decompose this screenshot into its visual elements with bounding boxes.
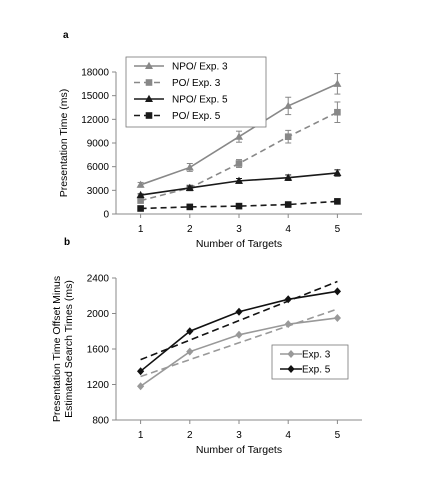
legend-swatch-marker <box>145 94 153 102</box>
legend: NPO/ Exp. 3 PO/ Exp. 3 NPO/ Exp. 5 PO/ Exp.… <box>125 56 267 128</box>
series-line <box>140 200 338 210</box>
data-point <box>136 180 145 188</box>
panel-label: b <box>64 237 70 248</box>
series-exp-5 <box>137 280 341 376</box>
data-point <box>235 160 243 167</box>
x-axis-title: Number of Targets <box>196 444 282 456</box>
y-tick-label: 2400 <box>87 274 110 285</box>
x-tick-label: 3 <box>236 224 242 235</box>
y-tick-label: 9000 <box>87 139 110 150</box>
data-point <box>284 101 293 109</box>
legend-label: Exp. 3 <box>302 350 331 361</box>
data-point <box>284 133 292 140</box>
legend-label: PO/ Exp. 5 <box>172 111 221 122</box>
data-point <box>186 327 194 336</box>
y-tick-label: 2000 <box>87 309 110 320</box>
data-point <box>186 347 194 356</box>
series-npo-exp-3 <box>136 73 342 188</box>
data-point <box>235 176 243 184</box>
y-tick-label: 1600 <box>87 345 110 356</box>
data-point <box>284 173 293 181</box>
data-point <box>235 132 243 140</box>
y-tick-label: 1200 <box>87 380 110 391</box>
data-point <box>284 201 292 208</box>
data-point <box>186 203 194 211</box>
x-tick-label: 3 <box>236 430 242 441</box>
y-tick-label: 3000 <box>87 186 110 197</box>
panel-a-chart: a 0 3000 6000 9000 12000 15000 18000 1 2 3 4 5 Number… <box>58 30 362 250</box>
y-tick-label: 6000 <box>87 162 110 173</box>
x-tick-label: 1 <box>138 430 144 441</box>
legend-label: NPO/ Exp. 3 <box>172 62 228 73</box>
legend-box <box>271 344 349 380</box>
panel-b-chart: b 800 1200 1600 2000 2400 1 2 3 4 5 Number of Targe… <box>51 237 362 456</box>
legend-swatch-marker <box>287 365 295 373</box>
legend-swatch-marker <box>145 112 153 119</box>
series-po-exp-5 <box>137 198 341 212</box>
x-tick-label: 2 <box>187 430 193 441</box>
data-point <box>137 382 145 391</box>
legend-swatch-marker <box>287 350 295 358</box>
trend-line <box>140 280 338 361</box>
data-point <box>284 295 292 304</box>
data-point <box>284 320 292 329</box>
y-axis-title-line: Estimated Search Times (ms) <box>63 280 75 418</box>
data-point <box>185 163 194 171</box>
data-point <box>333 168 342 176</box>
legend-swatch-marker <box>145 79 153 86</box>
series-line <box>140 172 338 196</box>
data-point <box>333 287 341 296</box>
y-axis-title-line: Presentation Time Offset Minus <box>51 276 63 422</box>
data-point <box>185 183 194 191</box>
data-point <box>333 79 342 87</box>
y-axis-title: Presentation Time (ms) <box>58 89 70 198</box>
data-point <box>137 197 144 204</box>
trend-line <box>140 308 338 378</box>
x-tick-label: 1 <box>138 224 144 235</box>
x-tick-label: 2 <box>187 224 193 235</box>
data-point <box>235 202 243 210</box>
legend-label: PO/ Exp. 3 <box>172 78 221 89</box>
legend-label: Exp. 5 <box>302 365 331 376</box>
series-npo-exp-5 <box>136 168 342 199</box>
data-point <box>136 190 145 199</box>
data-point <box>333 313 341 322</box>
y-tick-label: 800 <box>92 416 109 427</box>
y-tick-label: 0 <box>103 210 109 221</box>
data-point <box>137 367 145 376</box>
legend-label: NPO/ Exp. 5 <box>172 95 228 106</box>
y-tick-label: 18000 <box>81 68 109 79</box>
x-axis-title: Number of Targets <box>196 238 282 250</box>
x-tick-label: 5 <box>335 224 341 235</box>
data-point <box>334 108 341 116</box>
y-tick-label: 15000 <box>81 91 109 102</box>
series-exp-3 <box>137 308 341 391</box>
data-point <box>235 307 243 316</box>
x-tick-label: 4 <box>285 224 291 235</box>
legend: Exp. 3 Exp. 5 <box>271 344 349 380</box>
y-tick-label: 12000 <box>81 115 109 126</box>
data-point <box>334 198 341 205</box>
x-tick-label: 5 <box>335 430 341 441</box>
panel-label: a <box>63 30 69 41</box>
data-point <box>235 330 243 339</box>
x-tick-label: 4 <box>285 430 291 441</box>
data-point <box>137 205 144 212</box>
legend-swatch-marker <box>145 61 153 69</box>
